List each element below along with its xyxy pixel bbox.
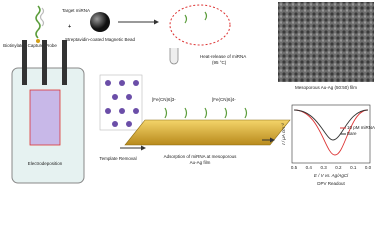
x-tick-label: 0.3 — [320, 165, 327, 170]
x-tick-label: 0.2 — [335, 165, 342, 170]
x-tick-label: 0.5 — [291, 165, 298, 170]
zoom — [169, 4, 231, 46]
graphical-abstract: Biotinylated Capture Probe Target miRNA … — [3, 2, 375, 186]
label: Electrodeposition — [28, 161, 63, 166]
label: Streptavidin-coated Magnetic Bead — [65, 37, 136, 42]
dpv-plot — [291, 104, 371, 164]
label: (95 °C) — [212, 60, 227, 65]
label: Biotinylated Capture Probe — [3, 43, 57, 48]
electrochemical-cell — [11, 40, 85, 184]
label: Au-Ag film — [190, 160, 211, 165]
au-ag-film — [124, 119, 291, 146]
y-label: I / μA cm⁻² — [281, 123, 286, 145]
magnet — [169, 48, 179, 65]
plus: + — [68, 24, 71, 30]
x-label: E / V vs. Ag/AgCl — [314, 173, 349, 178]
caption: Mesoporous Au-Ag (50:50) film — [295, 85, 357, 90]
label: Target miRNA — [62, 8, 90, 13]
label: Adsorption of miRNA at mesoporous — [164, 154, 238, 159]
label: [Fe(CN)6]3- — [152, 97, 176, 102]
x-tick-label: 0.1 — [350, 165, 357, 170]
legend: 10 pM miRNA — [347, 125, 375, 130]
label: Template Removal — [99, 156, 136, 161]
x-tick-label: 0.0 — [365, 165, 372, 170]
sem-image — [278, 2, 374, 82]
x-tick-label: 0.4 — [306, 165, 313, 170]
caption: DPV Readout — [317, 181, 345, 186]
label: Heat-release of miRNA — [200, 54, 246, 59]
legend: Bare — [347, 131, 357, 136]
label: [Fe(CN)6]4- — [212, 97, 236, 102]
capture-probe — [35, 5, 45, 43]
magnetic-bead — [90, 12, 110, 32]
